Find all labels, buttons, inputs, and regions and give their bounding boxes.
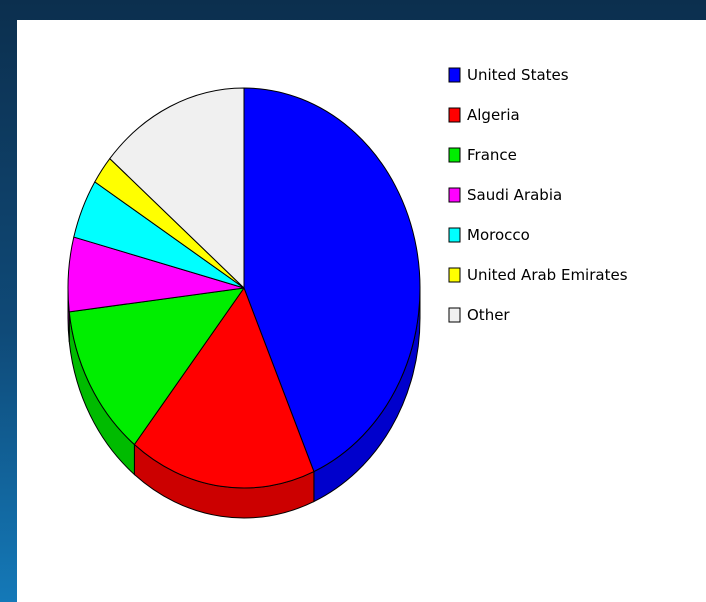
legend-swatch-other bbox=[448, 307, 461, 323]
legend-label-morocco: Morocco bbox=[467, 226, 530, 244]
legend-swatch-france bbox=[448, 147, 461, 163]
legend-label-united-states: United States bbox=[467, 66, 569, 84]
legend-label-algeria: Algeria bbox=[467, 106, 520, 124]
legend-swatch-saudi-arabia bbox=[448, 187, 461, 203]
legend-label-france: France bbox=[467, 146, 517, 164]
pie-slice-other bbox=[109, 87, 245, 289]
pie-slice-algeria bbox=[133, 287, 315, 489]
legend-swatch-algeria bbox=[448, 107, 461, 123]
legend: United States Algeria France Saudi Arabia Mo… bbox=[448, 66, 628, 324]
legend-label-other: Other bbox=[467, 306, 510, 324]
legend-swatch-united-arab-emirates bbox=[448, 267, 461, 283]
pie-slice-france bbox=[68, 287, 245, 445]
legend-swatch-morocco bbox=[448, 227, 461, 243]
pie-slice-united-states bbox=[243, 87, 421, 473]
pie-chart: United States Algeria France Saudi Arabia Mo… bbox=[67, 66, 628, 519]
pie-slices bbox=[67, 87, 421, 489]
legend-label-united-arab-emirates: United Arab Emirates bbox=[467, 266, 628, 284]
chart-panel: United States Algeria France Saudi Arabia Mo… bbox=[17, 20, 706, 602]
legend-swatch-united-states bbox=[448, 67, 461, 83]
legend-label-saudi-arabia: Saudi Arabia bbox=[467, 186, 562, 204]
